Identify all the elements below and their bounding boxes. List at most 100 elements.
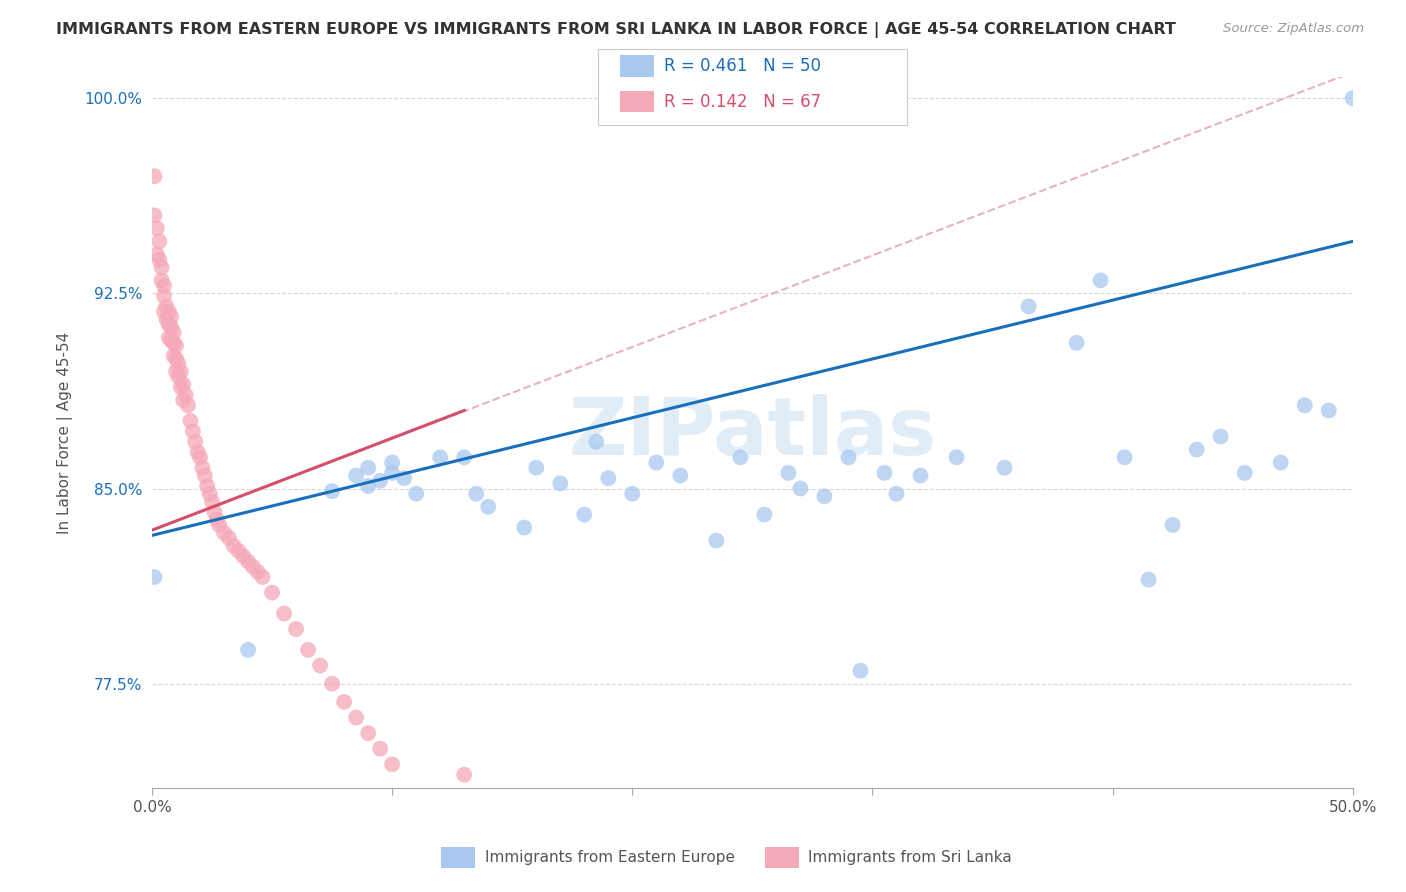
- Point: [598, 471, 620, 485]
- Point: [170, 364, 193, 378]
- Point: [157, 304, 180, 318]
- Point: [177, 398, 200, 412]
- Point: [236, 554, 259, 568]
- Point: [150, 260, 173, 275]
- Point: [205, 513, 228, 527]
- Point: [143, 570, 166, 584]
- Text: R = 0.461   N = 50: R = 0.461 N = 50: [664, 57, 821, 75]
- Point: [246, 565, 269, 579]
- Point: [165, 364, 187, 378]
- Point: [148, 252, 170, 267]
- Point: [297, 643, 319, 657]
- Point: [187, 445, 209, 459]
- Point: [621, 487, 644, 501]
- Point: [453, 450, 475, 465]
- Point: [191, 460, 214, 475]
- Point: [150, 273, 173, 287]
- Text: ZIPatlas: ZIPatlas: [568, 393, 936, 472]
- Point: [357, 460, 380, 475]
- Point: [321, 484, 343, 499]
- Point: [146, 221, 169, 235]
- Point: [837, 450, 859, 465]
- Point: [155, 300, 177, 314]
- Point: [242, 559, 264, 574]
- Point: [344, 710, 367, 724]
- Point: [344, 468, 367, 483]
- Point: [160, 310, 183, 324]
- Point: [162, 335, 184, 350]
- Point: [321, 676, 343, 690]
- Point: [201, 494, 224, 508]
- Point: [730, 450, 752, 465]
- Point: [153, 278, 176, 293]
- Point: [148, 235, 170, 249]
- Point: [309, 658, 332, 673]
- Text: Immigrants from Eastern Europe: Immigrants from Eastern Europe: [485, 850, 735, 864]
- Point: [1114, 450, 1136, 465]
- Point: [167, 357, 190, 371]
- Point: [585, 434, 607, 449]
- Point: [1018, 300, 1040, 314]
- Point: [160, 333, 183, 347]
- Point: [162, 349, 184, 363]
- Point: [357, 726, 380, 740]
- Point: [194, 468, 217, 483]
- Point: [886, 487, 908, 501]
- Point: [548, 476, 571, 491]
- Point: [993, 460, 1015, 475]
- Point: [524, 460, 547, 475]
- Point: [160, 320, 183, 334]
- Point: [1066, 335, 1088, 350]
- Point: [333, 695, 356, 709]
- Point: [910, 468, 932, 483]
- Point: [228, 544, 250, 558]
- Point: [252, 570, 274, 584]
- Point: [179, 414, 201, 428]
- Point: [262, 585, 284, 599]
- Point: [204, 505, 226, 519]
- Point: [174, 388, 197, 402]
- Point: [1090, 273, 1112, 287]
- Point: [669, 468, 692, 483]
- Point: [195, 479, 218, 493]
- Point: [1209, 429, 1232, 443]
- Point: [162, 326, 184, 340]
- Point: [645, 456, 668, 470]
- Point: [188, 450, 211, 465]
- Point: [429, 450, 451, 465]
- Point: [392, 471, 415, 485]
- Point: [778, 466, 800, 480]
- Point: [357, 479, 380, 493]
- Point: [143, 169, 166, 184]
- Point: [273, 607, 295, 621]
- Point: [789, 482, 811, 496]
- Point: [157, 331, 180, 345]
- Point: [405, 487, 427, 501]
- Point: [236, 643, 259, 657]
- Point: [157, 318, 180, 332]
- Point: [513, 520, 536, 534]
- Point: [706, 533, 728, 548]
- Point: [945, 450, 967, 465]
- Point: [477, 500, 499, 514]
- Point: [1161, 518, 1184, 533]
- Point: [1233, 466, 1256, 480]
- Point: [153, 289, 176, 303]
- Text: Immigrants from Sri Lanka: Immigrants from Sri Lanka: [808, 850, 1012, 864]
- Point: [381, 466, 404, 480]
- Point: [153, 304, 176, 318]
- Text: Source: ZipAtlas.com: Source: ZipAtlas.com: [1223, 22, 1364, 36]
- Point: [1294, 398, 1316, 412]
- Point: [172, 377, 194, 392]
- Point: [1317, 403, 1340, 417]
- Point: [849, 664, 872, 678]
- Point: [212, 525, 235, 540]
- Text: R = 0.142   N = 67: R = 0.142 N = 67: [664, 93, 821, 111]
- Point: [574, 508, 596, 522]
- Point: [222, 539, 245, 553]
- Point: [1341, 91, 1364, 105]
- Point: [143, 208, 166, 222]
- Point: [754, 508, 776, 522]
- Point: [381, 456, 404, 470]
- Point: [453, 768, 475, 782]
